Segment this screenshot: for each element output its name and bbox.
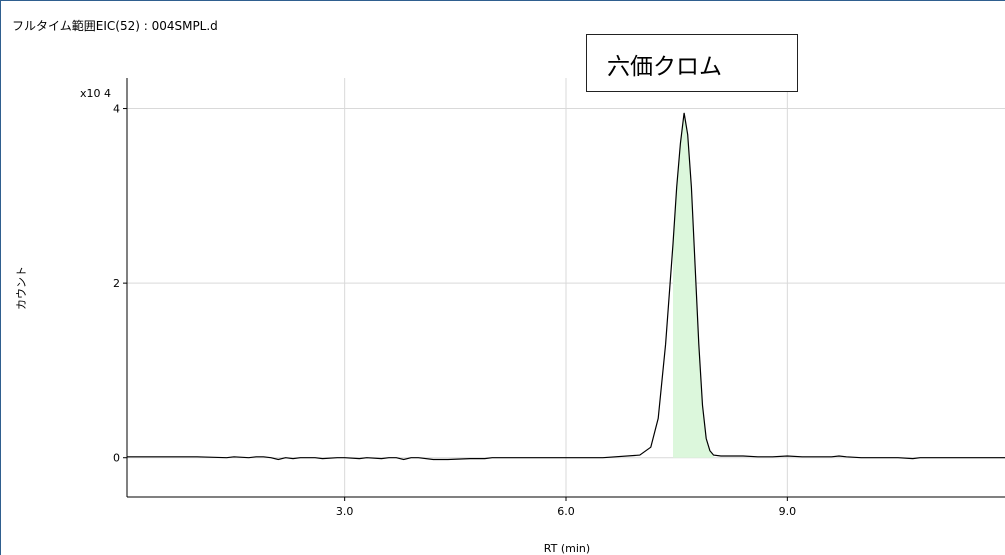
- grid-lines: [127, 78, 1005, 497]
- peak-annotation-label: 六価クロム: [607, 54, 722, 80]
- peak-annotation-box: 六価クロム: [586, 34, 798, 92]
- x-tick-label-2: 9.0: [779, 505, 797, 518]
- peak-fill-area: [673, 112, 714, 458]
- y-multiplier-label: x10 4: [80, 87, 111, 100]
- y-tick-label-2: 4: [113, 103, 120, 116]
- y-tick-label-0: 0: [113, 452, 120, 465]
- series-line: [127, 112, 1005, 461]
- y-tick-label-1: 2: [113, 277, 120, 290]
- ticks: 0 2 4 3.0 6.0 9.0: [113, 103, 796, 518]
- chart-title: フルタイム範囲EIC(52) : 004SMPL.d: [12, 19, 218, 33]
- x-tick-label-0: 3.0: [336, 505, 354, 518]
- y-axis-label: カウント: [15, 266, 28, 310]
- x-axis-label: RT (min): [544, 542, 590, 555]
- x-tick-label-1: 6.0: [557, 505, 575, 518]
